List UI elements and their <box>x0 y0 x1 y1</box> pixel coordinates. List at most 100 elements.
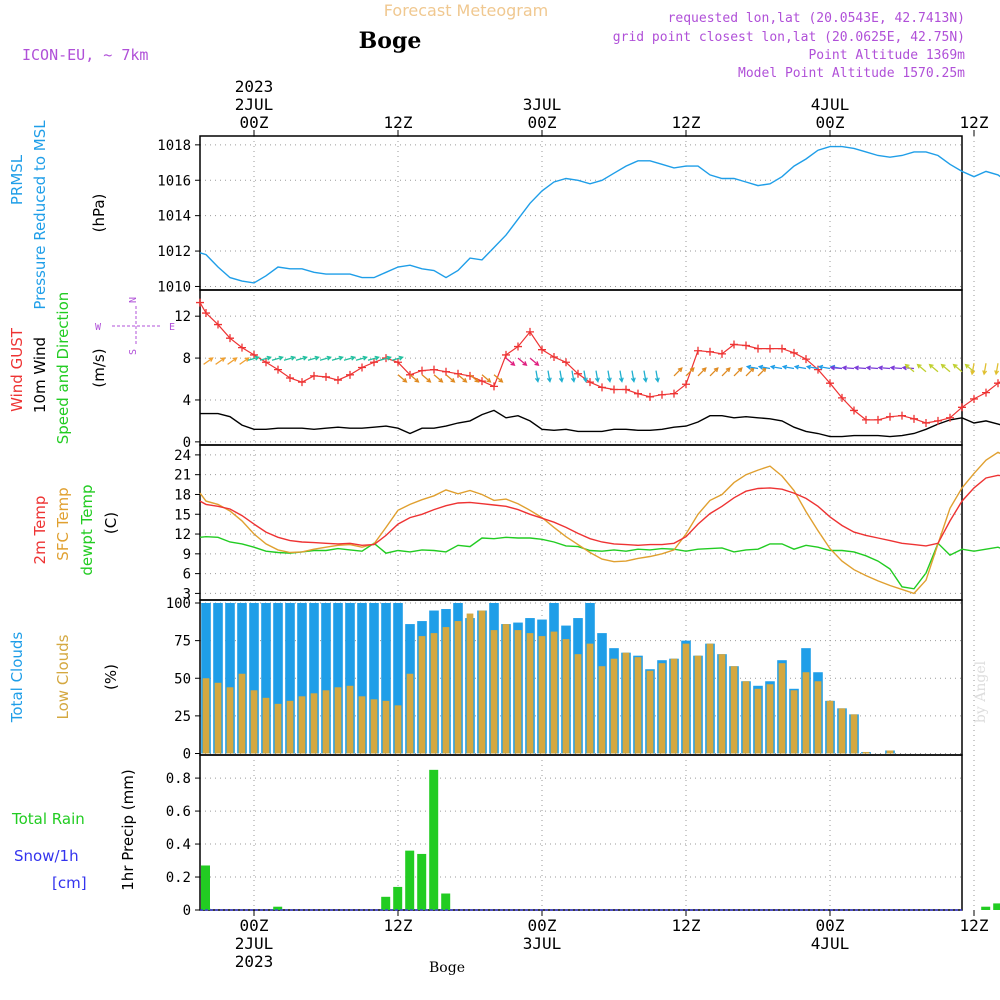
snow-unit-label: [cm] <box>52 874 87 892</box>
low-cloud-bar <box>442 627 450 754</box>
low-cloud-bar <box>814 681 822 754</box>
dewpoint-line-path <box>199 535 1000 590</box>
wind-arrow <box>940 363 951 373</box>
footer-location: Boge <box>429 960 465 976</box>
y-tick-label: 25 <box>174 709 191 725</box>
gust-line-marker <box>298 378 306 387</box>
bottom-time-label: 2023 <box>235 952 274 971</box>
gust-line-marker <box>622 385 630 394</box>
gust-line-marker <box>742 341 750 350</box>
point-altitude: Point Altitude 1369m <box>808 48 965 63</box>
gust-line-marker <box>946 413 954 422</box>
total-cloud-bar <box>297 603 307 754</box>
gust-line-marker <box>514 342 522 351</box>
gust-line-marker <box>322 372 330 381</box>
sfc-temp-line-path <box>199 451 1000 595</box>
gust-line-marker <box>418 366 426 375</box>
gust-line-marker <box>862 415 870 424</box>
gust-line-marker <box>346 370 354 379</box>
gust-line-marker <box>646 392 654 401</box>
y-tick-label: 1012 <box>157 244 191 260</box>
low-cloud-bar <box>250 690 258 754</box>
low-cloud-bar <box>694 655 702 754</box>
gust-line-marker <box>790 348 798 357</box>
rain-bar <box>441 893 451 910</box>
wind-arrow <box>769 364 783 370</box>
rain-bar <box>201 865 210 910</box>
y-tick-label: 0.4 <box>166 837 191 853</box>
top-time-label: 2023 <box>235 77 274 96</box>
y-tick-label: 12 <box>174 309 191 325</box>
bottom-time-label: 00Z <box>816 916 845 935</box>
gust-line-marker <box>274 365 282 374</box>
cloud-unit: (%) <box>102 664 120 690</box>
gust-line-marker <box>502 350 510 359</box>
gust-line-marker <box>886 412 894 421</box>
gust-line-marker <box>670 389 678 398</box>
panel-precip: 0 0.2 0.4 0.6 0.8 <box>166 754 975 919</box>
total-cloud-bar <box>273 603 283 754</box>
gridpoint-coords: grid point closest lon,lat (20.0625E, 42… <box>613 30 965 45</box>
y-tick-label: 15 <box>174 507 191 523</box>
gust-line-marker <box>694 346 702 355</box>
total-cloud-bar <box>225 603 235 754</box>
total-cloud-bar <box>249 603 259 754</box>
total-cloud-bar <box>321 603 331 754</box>
wind-arrow <box>982 363 988 376</box>
low-cloud-bar <box>826 700 834 754</box>
precip-unit: 1hr Precip (mm) <box>119 769 137 890</box>
gust-line-marker <box>202 309 210 318</box>
cloud-bars <box>201 603 895 754</box>
gust-line-marker <box>334 376 342 385</box>
y-tick-label: 1016 <box>157 173 191 189</box>
wind-arrow <box>433 374 444 383</box>
gust-line-marker <box>814 365 822 374</box>
wind-arrow <box>397 374 408 383</box>
rain-label: Total Rain <box>11 810 85 828</box>
gust-line-marker <box>922 419 930 428</box>
bottom-time-label: 12Z <box>672 916 701 935</box>
wind-arrow <box>307 355 320 361</box>
wind-arrow <box>343 355 356 361</box>
y-tick-label: 50 <box>174 671 191 687</box>
wind-arrow <box>558 370 564 383</box>
wind-arrow <box>421 374 432 383</box>
wind-arrow <box>259 355 272 361</box>
low-cloud-bar <box>322 690 330 754</box>
low-cloud-bar <box>286 700 294 754</box>
location-title: Boge <box>359 28 422 54</box>
wind-arrow <box>904 363 915 373</box>
bottom-time-label: 2JUL <box>235 934 274 953</box>
gust-line-marker <box>262 358 270 367</box>
wind-unit: (m/s) <box>90 348 108 387</box>
low-cloud-bar <box>634 657 642 754</box>
gust-line-marker <box>226 334 234 343</box>
top-time-label: 12Z <box>960 113 989 132</box>
low-cloud-bar <box>862 751 870 754</box>
y-tick-label: 0.8 <box>166 771 191 787</box>
low-cloud-bar <box>226 687 234 754</box>
wind-arrow <box>379 355 392 361</box>
requested-coords: requested lon,lat (20.0543E, 42.7413N) <box>668 11 965 26</box>
low-cloud-bar <box>682 643 690 754</box>
wind-arrow <box>247 355 260 361</box>
low-cloud-bar <box>766 684 774 754</box>
panels: 1010101210141016101804812369121518212402… <box>8 77 1000 971</box>
gust-line-marker <box>562 358 570 367</box>
wind-arrow <box>721 367 731 377</box>
gust-line-path <box>199 302 1000 424</box>
gust-line-marker <box>934 416 942 425</box>
cloud-low-label: Low Clouds <box>54 634 72 719</box>
y-tick-label: 0.2 <box>166 870 191 886</box>
total-cloud-bar <box>357 603 367 754</box>
low-cloud-bar <box>214 682 222 754</box>
wind-arrow <box>239 357 250 365</box>
panel-pressure: 1010 1012 1014 1016 1018 <box>157 135 975 295</box>
low-cloud-bar <box>370 699 378 754</box>
wind-gust-label: Wind GUST <box>8 327 26 412</box>
gust-line-marker <box>778 344 786 353</box>
gust-line-marker <box>850 406 858 415</box>
low-cloud-bar <box>514 630 522 754</box>
